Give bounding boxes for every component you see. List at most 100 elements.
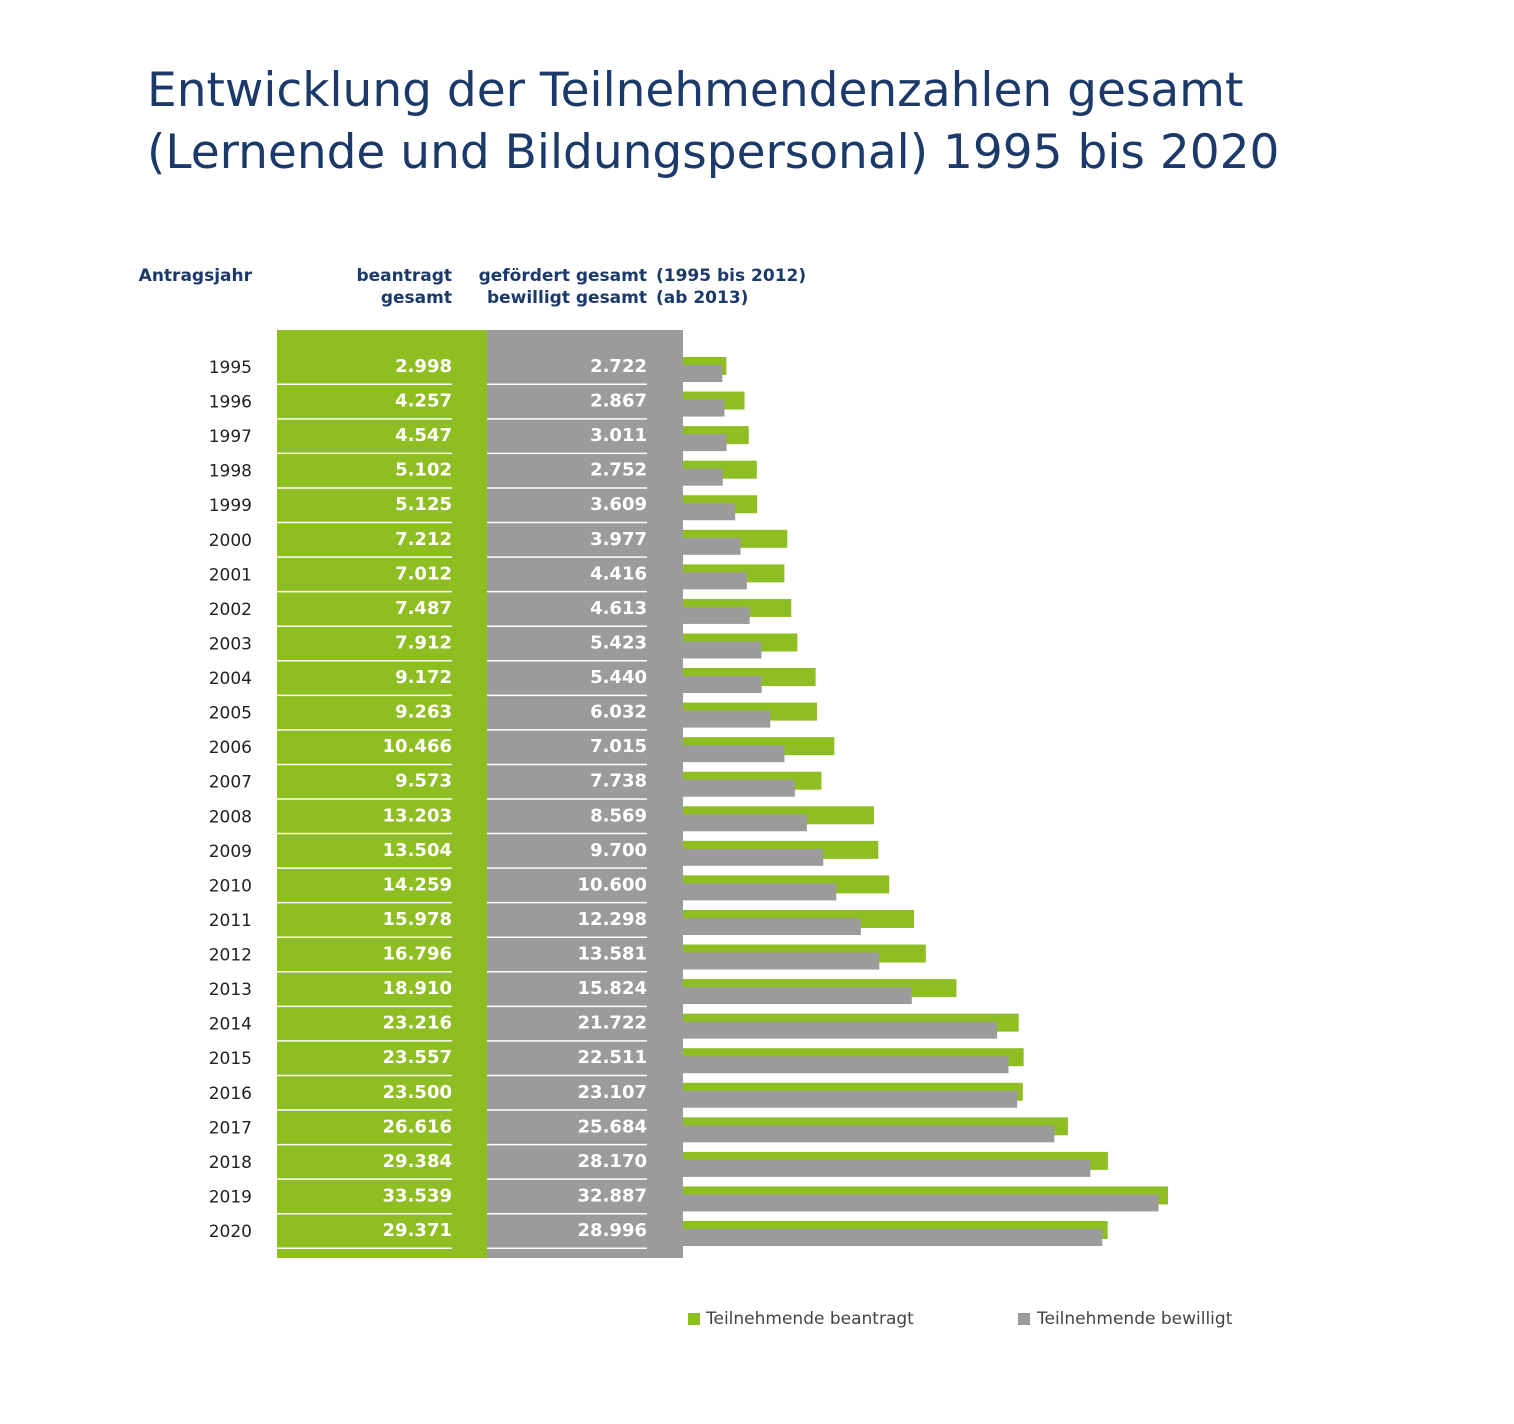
value-label: 2.998 [395,356,452,377]
bar [683,434,727,452]
year-label: 2017 [209,1118,252,1138]
year-label: 1997 [209,427,252,447]
value-label: 15.824 [578,978,647,999]
bar [683,676,762,694]
bar [683,745,785,763]
value-label: 21.722 [578,1013,647,1034]
bar [683,572,747,590]
column-note: (ab 2013) [656,288,748,308]
bar [683,1229,1103,1246]
column-bg [277,330,487,1258]
year-label: 2011 [209,911,252,931]
bar [683,814,807,832]
year-label: 2013 [209,980,252,1000]
column-header: beantragt [356,266,452,286]
year-label: 2002 [209,600,252,620]
value-label: 15.978 [383,909,452,930]
value-label: 5.102 [395,460,452,481]
value-label: 23.216 [383,1013,452,1034]
bar [683,1090,1018,1108]
year-label: 2003 [209,634,252,654]
year-label: 1995 [209,358,252,378]
value-label: 2.722 [590,356,647,377]
bar [683,779,795,797]
value-label: 32.887 [578,1185,647,1206]
bar [683,1159,1091,1177]
bar [683,468,723,486]
value-label: 9.700 [590,840,647,861]
bar [683,917,861,935]
year-label: 2014 [209,1015,252,1035]
value-label: 10.600 [578,874,647,895]
bar [683,1021,998,1039]
value-label: 7.912 [395,632,452,653]
value-label: 3.011 [590,425,647,446]
year-label: 2008 [209,807,252,827]
value-label: 23.557 [383,1047,452,1068]
year-label: 2006 [209,738,252,758]
value-label: 7.487 [395,598,452,619]
value-label: 23.500 [383,1082,452,1103]
year-label: 2016 [209,1084,252,1104]
value-label: 23.107 [578,1082,647,1103]
year-label: 2018 [209,1153,252,1173]
chart-title: Entwicklung der Teilnehmendenzahlen gesa… [147,63,1243,118]
value-label: 28.170 [578,1151,647,1172]
value-label: 3.609 [590,494,647,515]
value-label: 22.511 [578,1047,647,1068]
value-label: 12.298 [578,909,647,930]
value-label: 4.613 [590,598,647,619]
bar [683,848,824,866]
bar [683,1056,1009,1074]
legend-swatch [688,1313,700,1325]
column-note: (1995 bis 2012) [656,266,806,286]
legend-label: Teilnehmende beantragt [705,1309,914,1329]
value-label: 7.738 [590,771,647,792]
year-label: 2020 [209,1222,252,1242]
year-label: 2004 [209,669,252,689]
year-label: 1998 [209,462,252,482]
bar [683,987,912,1005]
value-label: 8.569 [590,805,647,826]
bar [683,1194,1159,1212]
column-header: Antragsjahr [139,266,253,286]
value-label: 5.440 [590,667,647,688]
chart-title: (Lernende und Bildungspersonal) 1995 bis… [147,125,1279,180]
value-label: 29.371 [383,1220,452,1241]
value-label: 6.032 [590,702,647,723]
value-label: 9.573 [395,771,452,792]
value-label: 33.539 [383,1185,452,1206]
column-header: gefördert gesamt [479,266,647,286]
bar [683,606,750,624]
bar [683,399,725,417]
bar [683,952,880,970]
year-label: 2005 [209,704,252,724]
column-header: bewilligt gesamt [487,288,647,308]
value-label: 18.910 [383,978,452,999]
value-label: 13.504 [383,840,452,861]
value-label: 26.616 [383,1116,452,1137]
year-label: 2012 [209,946,252,966]
value-label: 28.996 [578,1220,647,1241]
year-label: 2010 [209,876,252,896]
bar [683,365,723,382]
legend-swatch [1018,1313,1030,1325]
value-label: 7.012 [395,563,452,584]
year-label: 1996 [209,393,252,413]
bar [683,710,771,728]
value-label: 4.547 [395,425,452,446]
year-label: 2007 [209,773,252,793]
bar [683,883,837,901]
bar [683,1125,1055,1143]
value-label: 3.977 [590,529,647,550]
column-bg [487,330,683,1258]
value-label: 9.172 [395,667,452,688]
value-label: 7.015 [590,736,647,757]
value-label: 5.125 [395,494,452,515]
value-label: 16.796 [383,944,452,965]
year-label: 2019 [209,1187,252,1207]
legend-label: Teilnehmende bewilligt [1036,1309,1233,1329]
value-label: 4.257 [395,391,452,412]
value-label: 10.466 [383,736,452,757]
